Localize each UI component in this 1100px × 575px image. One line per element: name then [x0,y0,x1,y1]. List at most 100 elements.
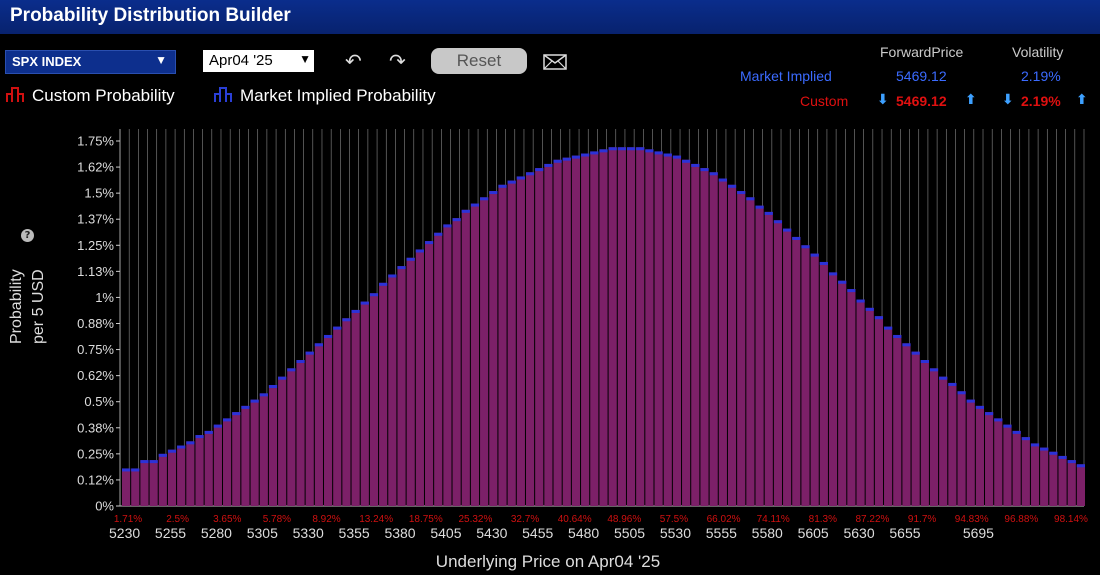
market-implied-bar-cap [406,257,415,261]
probability-bar [296,360,305,506]
market-implied-bar-cap [323,334,333,338]
market-implied-bar-cap [415,249,424,253]
x-tick-label: 5695 [963,525,994,541]
x-tick-label: 5580 [752,525,783,541]
market-implied-bar-cap [553,159,562,163]
expiry-date-select[interactable]: Apr04 '25 ▼ [203,50,314,72]
market-implied-bar-cap [213,424,222,428]
probability-bar [948,382,957,506]
market-implied-bar-cap [278,376,287,380]
probability-bar [369,293,379,506]
symbol-selector[interactable]: SPX INDEX ▼ [5,50,176,74]
mail-icon[interactable] [543,54,567,74]
probability-bar [920,360,929,506]
probability-bar [415,249,424,506]
market-implied-bar-cap [1021,437,1030,441]
reset-button[interactable]: Reset [431,48,527,74]
probability-bar [379,282,388,506]
market-implied-bar-cap [718,178,727,182]
vol-increase-icon[interactable]: ⬆ [1076,92,1088,108]
undo-icon[interactable]: ↶ [345,49,362,73]
probability-bar [131,468,140,506]
market-implied-bar-cap [856,299,865,303]
cumulative-probability-label: 91.7% [908,514,936,525]
vol-decrease-icon[interactable]: ⬇ [1002,92,1014,108]
x-tick-label: 5530 [660,525,691,541]
market-implied-bar-cap [507,180,516,184]
probability-bar [333,326,342,506]
x-tick-label: 5555 [706,525,737,541]
market-implied-bar-cap [562,157,571,161]
probability-bar [608,147,617,506]
market-implied-bar-cap [645,149,654,153]
cumulative-probability-label: 87.22% [856,514,890,525]
probability-bar [195,435,204,506]
x-tick-label: 5230 [109,525,140,541]
market-implied-bar-cap [122,468,131,472]
y-tick-label: 0.62% [77,368,114,383]
redo-icon[interactable]: ↷ [389,49,406,73]
probability-chart[interactable]: 0% 0.12% 0.25% 0.38% 0.5% 0.62% 0.75% 0.88% 1% 1.… [0,110,1100,550]
market-implied-bar-cap [498,184,507,188]
probability-bar [268,385,278,506]
help-icon[interactable]: ? [21,229,34,242]
cumulative-probability-label: 8.92% [312,514,340,525]
probability-bar [727,184,737,507]
legend-custom[interactable]: Custom Probability [6,86,175,108]
y-tick-label: 0.88% [77,316,114,331]
market-implied-bar-cap [608,147,617,151]
market-implied-bar-cap [351,309,360,313]
market-implied-bar-cap [443,224,452,228]
market-implied-bar-cap [1030,443,1040,447]
y-tick-label: 0.25% [77,446,114,461]
probability-bar [1040,447,1049,506]
market-implied-bar-cap [379,282,388,286]
probability-bar [884,326,893,506]
probability-bar [911,351,920,506]
market-implied-bar-cap [663,153,672,157]
probability-bar [406,257,415,506]
probability-bar [801,245,810,507]
market-implied-bar-cap [617,147,626,151]
probability-bar [186,441,195,506]
market-implied-bar-cap [636,147,645,151]
forward-decrease-icon[interactable]: ⬇ [877,92,889,108]
market-implied-bar-cap [590,151,599,155]
probability-bar [718,178,727,506]
title-bar: Probability Distribution Builder [0,0,1100,34]
x-tick-label: 5630 [843,525,874,541]
probability-bar [985,412,994,506]
window-title: Probability Distribution Builder [10,5,291,26]
forward-increase-icon[interactable]: ⬆ [965,92,977,108]
probability-bar [691,163,700,506]
market-implied-bar-cap [480,197,489,201]
legend-market[interactable]: Market Implied Probability [214,86,436,108]
market-implied-bar-cap [140,460,149,464]
market-implied-bar-cap [333,326,342,330]
market-implied-bar-cap [342,318,351,322]
market-implied-bar-cap [801,245,810,249]
probability-bar [1076,464,1085,506]
market-implied-bar-cap [314,343,323,347]
market-implied-bar-cap [571,155,581,159]
probability-bar [480,197,489,507]
market-implied-bar-cap [149,460,158,464]
market-implied-bar-cap [369,293,379,297]
probability-bar [443,224,452,506]
probability-bar [323,334,333,506]
market-implied-bar-cap [424,241,434,245]
y-tick-label: 0.75% [77,342,114,357]
market-implied-bar-cap [241,405,250,409]
y-tick-label: 0% [95,499,114,514]
market-implied-bar-cap [581,153,590,157]
legend-custom-label: Custom Probability [32,86,175,105]
market-implied-bar-cap [1049,451,1058,455]
probability-bar [241,405,250,506]
market-implied-bar-cap [966,399,975,403]
probability-bar [259,393,268,506]
x-tick-label: 5330 [293,525,324,541]
probability-bar [902,343,911,506]
probability-bar [590,151,599,506]
market-implied-bar-cap [525,172,535,176]
market-implied-bar-cap [232,412,241,416]
